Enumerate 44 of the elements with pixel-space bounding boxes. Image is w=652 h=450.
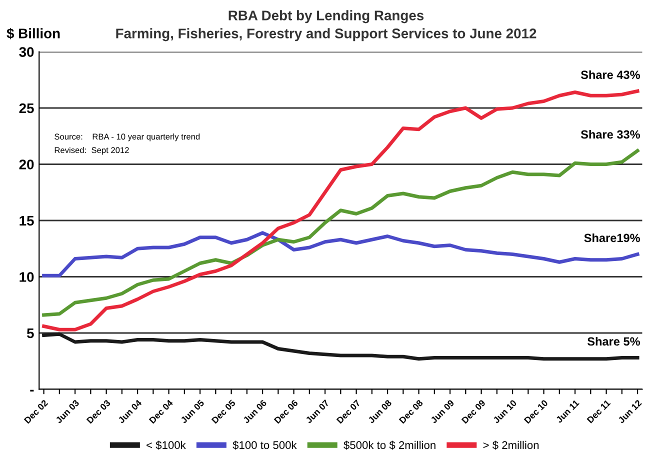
y-tick-label: 25 xyxy=(19,103,34,114)
annotation: Share 5% xyxy=(587,336,640,346)
annotation: Share19% xyxy=(584,233,640,242)
annotation: Revised: Sept 2012 xyxy=(54,146,129,155)
x-tick-label: Dec 11 xyxy=(586,399,611,424)
x-tick-label: Dec 03 xyxy=(86,399,111,424)
legend-label: > $ 2million xyxy=(483,440,539,450)
chart-title: RBA Debt by Lending Ranges xyxy=(228,10,424,24)
y-tick-label: - xyxy=(30,390,34,392)
x-tick-label: Jun 04 xyxy=(118,399,142,424)
y-tick-label: 30 xyxy=(19,47,34,57)
x-tick-label: Jun 09 xyxy=(430,399,454,424)
y-axis-title: $ Billion xyxy=(6,28,60,40)
legend-label: $500k to $ 2million xyxy=(344,440,436,450)
x-tick-label: Jun 11 xyxy=(555,399,580,424)
x-tick-label: Dec 02 xyxy=(24,399,48,424)
x-tick-label: Dec 10 xyxy=(524,399,548,424)
annotation: Share 43% xyxy=(580,70,640,80)
x-tick-label: Dec 06 xyxy=(274,399,298,424)
line-series xyxy=(42,149,640,317)
y-tick-label: 15 xyxy=(20,216,34,226)
x-tick-label: Jun 10 xyxy=(492,399,517,424)
x-tick-label: Jun 06 xyxy=(242,399,268,424)
x-tick-label: Jun 12 xyxy=(618,399,642,424)
x-tick-label: Dec 08 xyxy=(398,399,424,424)
y-tick-label: 20 xyxy=(19,160,34,170)
chart-subtitle: Farming, Fisheries, Forestry and Support Services to June 2012 xyxy=(116,28,536,42)
y-tick-label: 5 xyxy=(26,328,34,338)
x-tick-label: Dec 05 xyxy=(211,399,236,424)
x-tick-label: Dec 07 xyxy=(336,399,361,424)
x-tick-label: Jun 03 xyxy=(55,399,80,424)
line-series xyxy=(42,332,640,361)
line-series xyxy=(42,231,640,278)
legend-label: < $100k xyxy=(146,440,186,450)
x-tick-label: Jun 07 xyxy=(305,399,330,424)
x-tick-label: Jun 08 xyxy=(368,399,392,424)
x-tick-label: Jun 05 xyxy=(180,399,205,424)
legend-label: $100 to 500k xyxy=(232,440,297,450)
x-tick-label: Dec 04 xyxy=(148,399,174,424)
annotation: Source: RBA - 10 year quarterly trend xyxy=(54,133,200,142)
y-tick-label: 10 xyxy=(20,272,34,282)
line-series xyxy=(42,89,640,332)
x-tick-label: Dec 09 xyxy=(461,399,486,424)
annotation: Share 33% xyxy=(580,130,640,139)
